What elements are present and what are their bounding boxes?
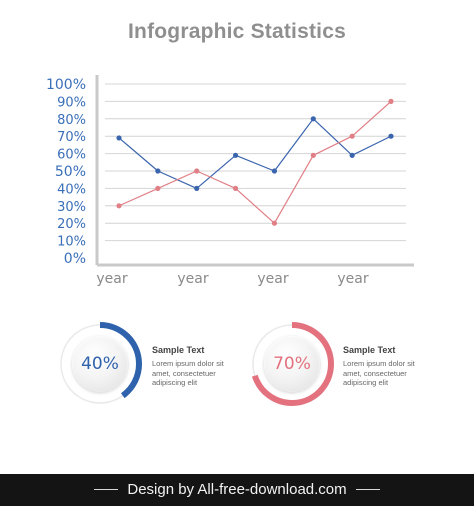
footer-credit: Design by All-free-download.com	[127, 481, 347, 498]
gauge-knob: 70%	[264, 336, 320, 392]
footer-divider	[356, 489, 380, 490]
x-tick-label: year	[257, 271, 288, 287]
gauge-ring	[58, 322, 142, 406]
data-point	[349, 152, 355, 158]
caption-body: Lorem ipsum dolor sit amet, consectetuer…	[343, 359, 453, 388]
data-point	[349, 133, 355, 139]
y-tick-label: 60%	[57, 148, 86, 163]
data-point	[194, 185, 200, 191]
data-point	[232, 152, 239, 158]
y-tick-label: 90%	[57, 95, 86, 110]
x-tick-label: year	[96, 271, 127, 287]
y-tick-label: 20%	[57, 217, 86, 232]
data-point	[310, 116, 316, 122]
gauge-40-percent: 40%	[58, 322, 142, 406]
caption-line: amet, consectetuer	[343, 368, 407, 378]
caption-line: Lorem ipsum dolor sit	[152, 359, 224, 368]
data-point	[310, 152, 316, 158]
data-point	[232, 185, 239, 191]
data-point	[271, 168, 278, 174]
data-point	[155, 168, 161, 174]
y-tick-label: 100%	[46, 77, 86, 93]
caption-heading: Sample Text	[152, 345, 205, 355]
line-chart: 0%10% 20% 30% 40% 50%60% 70% 80% 90% 100% year yea…	[46, 75, 414, 287]
caption-line: adipiscing elit	[152, 378, 198, 387]
y-tick-label: 0%	[64, 251, 86, 267]
caption-heading: Sample Text	[343, 345, 396, 355]
series-line	[118, 118, 392, 189]
data-point	[388, 133, 394, 139]
caption-line: amet, consectetuer	[152, 368, 216, 378]
gauge-knob: 40%	[72, 336, 128, 392]
chart-title: Infographic Statistics	[128, 20, 346, 43]
caption-line: adipiscing elit	[343, 378, 389, 387]
y-tick-label: 80%	[57, 113, 86, 128]
gauge-value: 40%	[81, 354, 119, 374]
y-tick-label: 10%	[57, 235, 86, 250]
y-tick-label: 30%	[57, 200, 86, 215]
data-point	[271, 220, 278, 226]
gauge-progress-arc	[58, 322, 142, 406]
data-point	[155, 185, 161, 191]
gauge-value: 70%	[273, 354, 311, 374]
footer-divider	[94, 489, 118, 490]
gauge-progress-arc	[250, 322, 334, 406]
y-tick-label: 40%	[57, 182, 86, 197]
data-point	[194, 168, 200, 174]
series-line	[118, 100, 392, 224]
data-point	[116, 135, 122, 141]
data-point	[116, 203, 122, 209]
data-point	[388, 98, 394, 104]
gauge-ring	[250, 322, 334, 406]
y-tick-label: 70%	[57, 130, 86, 145]
gauge-70-percent: 70%	[250, 322, 334, 406]
footer-bar: Design by All-free-download.com	[0, 474, 474, 506]
x-tick-label: year	[177, 271, 208, 287]
gauge-caption: Sample Text Lorem ipsum dolor sit amet, …	[343, 345, 453, 388]
gauge-caption: Sample Text Lorem ipsum dolor sit amet, …	[152, 345, 262, 388]
y-tick-label: 50%	[55, 164, 86, 180]
caption-line: Lorem ipsum dolor sit	[343, 359, 415, 368]
x-tick-label: year	[337, 271, 368, 287]
caption-body: Lorem ipsum dolor sit amet, consectetuer…	[152, 359, 262, 388]
